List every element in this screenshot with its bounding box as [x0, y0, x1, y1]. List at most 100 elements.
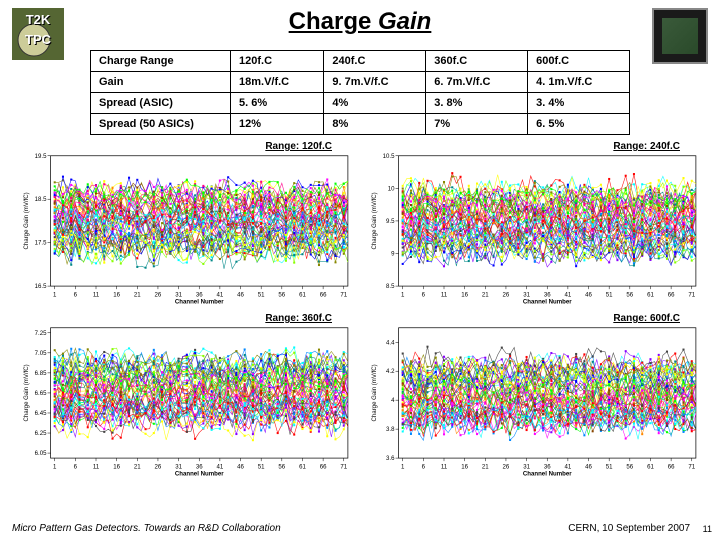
svg-text:18.5: 18.5	[35, 196, 47, 203]
svg-text:6.05: 6.05	[35, 450, 47, 457]
table-cell: 120f.C	[231, 51, 324, 72]
svg-text:6: 6	[74, 463, 78, 470]
svg-text:9.5: 9.5	[386, 218, 395, 225]
svg-text:71: 71	[340, 291, 347, 298]
svg-text:41: 41	[216, 463, 223, 470]
table-cell: 3. 4%	[528, 93, 630, 114]
table-cell: Spread (50 ASICs)	[91, 114, 231, 135]
svg-text:T2K: T2K	[26, 12, 51, 27]
svg-text:1: 1	[401, 291, 405, 298]
chart-label: Range: 360f.C	[263, 313, 334, 324]
svg-text:6: 6	[422, 291, 426, 298]
svg-text:Charge Gain (mV/fC): Charge Gain (mV/fC)	[23, 192, 30, 249]
svg-text:51: 51	[258, 463, 265, 470]
table-cell: 8%	[324, 114, 426, 135]
svg-text:11: 11	[93, 463, 100, 470]
svg-text:61: 61	[299, 463, 306, 470]
chart-label: Range: 240f.C	[611, 141, 682, 152]
svg-text:21: 21	[134, 463, 141, 470]
svg-text:36: 36	[196, 463, 203, 470]
svg-text:6: 6	[74, 291, 78, 298]
table-cell: 18m.V/f.C	[231, 72, 324, 93]
svg-text:56: 56	[278, 291, 285, 298]
chart-600fc: Range: 600f.C 3.63.844.24.41611162126313…	[366, 313, 702, 481]
svg-text:7.05: 7.05	[35, 350, 47, 357]
svg-text:21: 21	[482, 291, 489, 298]
svg-text:31: 31	[175, 291, 182, 298]
svg-text:Charge Gain (mV/fC): Charge Gain (mV/fC)	[23, 364, 30, 421]
table-cell: 9. 7m.V/f.C	[324, 72, 426, 93]
charts-grid: Range: 120f.C 16.517.518.519.51611162126…	[0, 141, 720, 481]
svg-text:10.5: 10.5	[383, 153, 395, 160]
svg-text:46: 46	[237, 463, 244, 470]
table-cell: Charge Range	[91, 51, 231, 72]
svg-text:6.65: 6.65	[35, 390, 47, 397]
logo: T2K TPC	[12, 8, 64, 60]
svg-text:51: 51	[258, 291, 265, 298]
svg-text:66: 66	[320, 463, 327, 470]
svg-text:46: 46	[237, 291, 244, 298]
table-cell: 4. 1m.V/f.C	[528, 72, 630, 93]
svg-text:Channel Number: Channel Number	[523, 298, 572, 305]
svg-text:31: 31	[175, 463, 182, 470]
title-gain: Gain	[378, 8, 431, 35]
svg-text:46: 46	[585, 291, 592, 298]
svg-text:19.5: 19.5	[35, 153, 47, 160]
svg-text:21: 21	[134, 291, 141, 298]
svg-text:16.5: 16.5	[35, 283, 47, 290]
svg-text:TPC: TPC	[25, 32, 52, 47]
svg-text:51: 51	[606, 291, 613, 298]
svg-text:11: 11	[93, 291, 100, 298]
svg-text:16: 16	[113, 291, 120, 298]
table-cell: 360f.C	[426, 51, 528, 72]
slide-title: Charge Gain	[0, 0, 720, 36]
title-prefix: Charge	[289, 8, 378, 35]
svg-text:Charge Gain (mV/fC): Charge Gain (mV/fC)	[371, 192, 378, 249]
table-cell: Spread (ASIC)	[91, 93, 231, 114]
svg-text:56: 56	[278, 463, 285, 470]
svg-text:1: 1	[53, 291, 57, 298]
svg-text:1: 1	[53, 463, 57, 470]
svg-text:16: 16	[113, 463, 120, 470]
svg-text:10: 10	[388, 185, 395, 192]
svg-text:71: 71	[340, 463, 347, 470]
svg-text:6.25: 6.25	[35, 430, 47, 437]
table-cell: 4%	[324, 93, 426, 114]
svg-text:9: 9	[391, 251, 395, 258]
gain-table: Charge Range120f.C240f.C360f.C600f.CGain…	[90, 50, 630, 135]
chart-label: Range: 120f.C	[263, 141, 334, 152]
svg-text:26: 26	[503, 291, 510, 298]
svg-text:36: 36	[196, 291, 203, 298]
table-cell: 6. 5%	[528, 114, 630, 135]
svg-text:71: 71	[688, 291, 695, 298]
footer-right: CERN, 10 September 2007	[568, 523, 690, 534]
svg-text:11: 11	[441, 291, 448, 298]
table-cell: 3. 8%	[426, 93, 528, 114]
table-cell: 600f.C	[528, 51, 630, 72]
table-cell: 240f.C	[324, 51, 426, 72]
svg-text:26: 26	[155, 463, 162, 470]
svg-text:36: 36	[544, 291, 551, 298]
svg-text:61: 61	[299, 291, 306, 298]
svg-text:41: 41	[216, 291, 223, 298]
table-cell: 7%	[426, 114, 528, 135]
chart-label: Range: 600f.C	[611, 313, 682, 324]
table-cell: 5. 6%	[231, 93, 324, 114]
svg-text:6.45: 6.45	[35, 410, 47, 417]
chart-120fc: Range: 120f.C 16.517.518.519.51611162126…	[18, 141, 354, 309]
svg-text:66: 66	[320, 291, 327, 298]
svg-text:Channel Number: Channel Number	[175, 470, 224, 477]
svg-text:17.5: 17.5	[35, 240, 47, 247]
svg-text:Channel Number: Channel Number	[175, 298, 224, 305]
svg-text:26: 26	[155, 291, 162, 298]
svg-text:41: 41	[564, 291, 571, 298]
chart-360fc: Range: 360f.C 6.056.256.456.656.857.057.…	[18, 313, 354, 481]
svg-text:7.25: 7.25	[35, 330, 47, 337]
svg-text:8.5: 8.5	[386, 283, 395, 290]
svg-text:31: 31	[523, 291, 530, 298]
table-cell: 12%	[231, 114, 324, 135]
chart-240fc: Range: 240f.C 8.599.51010.51611162126313…	[366, 141, 702, 309]
svg-text:56: 56	[626, 291, 633, 298]
footer-left: Micro Pattern Gas Detectors. Towards an …	[12, 523, 281, 534]
table-cell: 6. 7m.V/f.C	[426, 72, 528, 93]
